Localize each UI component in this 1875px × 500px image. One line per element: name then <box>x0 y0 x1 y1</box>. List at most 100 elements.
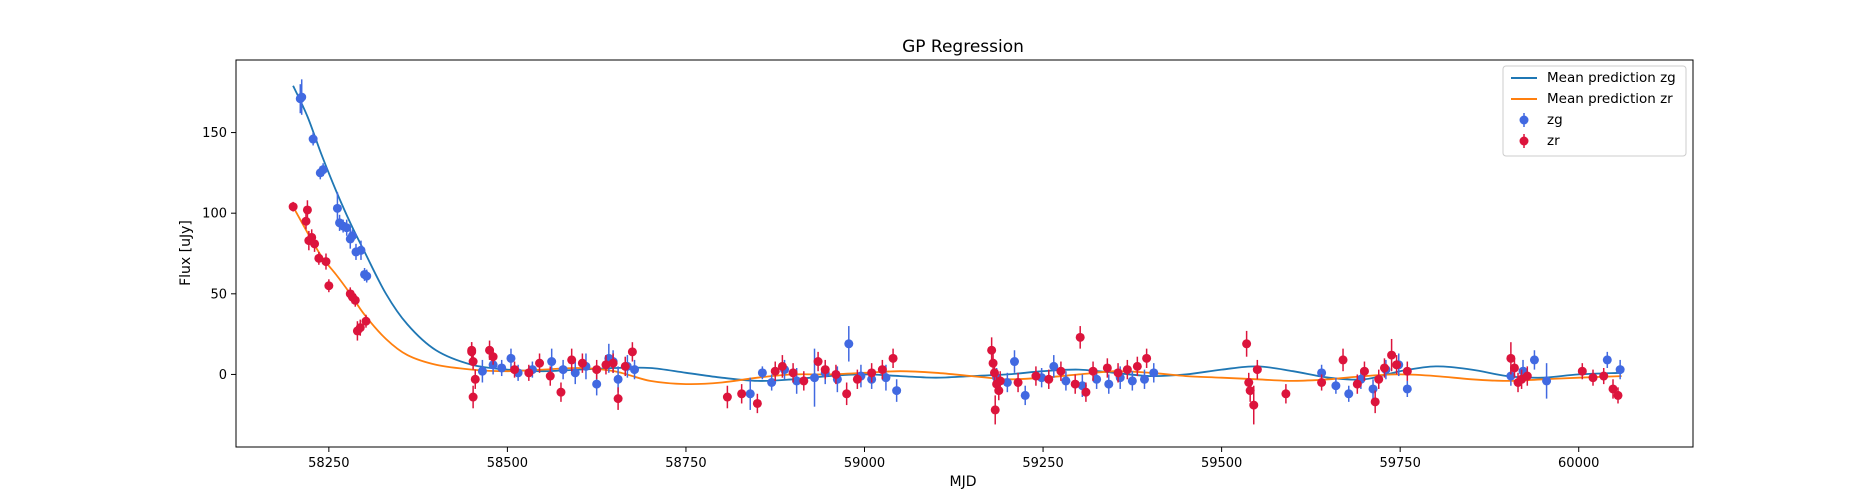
point-zr <box>302 205 312 215</box>
point-zr <box>831 369 841 379</box>
point-zg <box>362 271 372 281</box>
point-zr <box>994 386 1004 396</box>
point-zr <box>1379 363 1389 373</box>
point-zr <box>1509 363 1519 373</box>
x-tick-label: 59500 <box>1201 456 1242 471</box>
y-tick-label: 100 <box>202 207 227 222</box>
point-zg <box>1020 390 1030 400</box>
point-zg <box>1344 389 1354 399</box>
point-zr <box>350 295 360 305</box>
point-zr <box>990 405 1000 415</box>
point-zg <box>558 365 568 375</box>
point-zg <box>297 92 307 102</box>
point-zr <box>1244 378 1254 387</box>
point-zr <box>468 392 478 402</box>
point-zr <box>1249 400 1259 410</box>
x-tick-label: 58500 <box>487 456 528 471</box>
point-zg <box>1049 361 1059 371</box>
point-zr <box>1088 366 1098 376</box>
point-zg <box>892 386 902 396</box>
point-zg <box>613 374 623 384</box>
point-zr <box>1317 378 1327 387</box>
point-zr <box>1599 371 1609 381</box>
legend-label-zg: zg <box>1547 112 1563 128</box>
point-zr <box>1013 378 1023 387</box>
point-zr <box>1338 355 1348 365</box>
prediction-lines <box>292 85 1622 386</box>
line-mean-prediction-zg <box>292 85 1622 382</box>
point-zr <box>468 357 478 367</box>
point-zg <box>810 373 820 383</box>
point-zr <box>510 365 520 375</box>
point-zr <box>1056 366 1066 376</box>
point-zr <box>888 353 898 363</box>
point-zr <box>1506 353 1516 363</box>
point-zr <box>1588 373 1598 383</box>
point-zr <box>545 371 555 381</box>
x-axis-label: MJD <box>950 474 977 490</box>
point-zr <box>813 357 823 367</box>
point-zr <box>627 347 637 357</box>
point-zg <box>497 363 507 373</box>
x-tick-label: 59250 <box>1022 456 1063 471</box>
point-zr <box>1392 360 1402 370</box>
x-tick-label: 58750 <box>665 456 706 471</box>
point-zg <box>1149 368 1159 378</box>
point-zr <box>601 360 611 370</box>
point-zr <box>995 376 1005 386</box>
point-zr <box>577 358 587 368</box>
point-zr <box>788 368 798 378</box>
point-zg <box>547 357 557 367</box>
point-zg <box>308 134 318 144</box>
legend-box <box>1502 65 1687 157</box>
point-zr <box>1142 353 1152 363</box>
y-tick-label: 50 <box>210 287 227 302</box>
point-zg <box>318 165 328 175</box>
point-zr <box>1402 366 1412 376</box>
point-zr <box>1359 366 1369 376</box>
point-zr <box>556 387 566 397</box>
point-zr <box>1070 379 1080 389</box>
point-zr <box>987 345 997 355</box>
point-zg <box>342 223 352 233</box>
point-zg <box>844 339 854 349</box>
point-zr <box>722 392 732 402</box>
y-tick-label: 0 <box>219 368 227 383</box>
point-zg <box>792 376 802 386</box>
point-zg <box>356 245 366 255</box>
point-zg <box>506 353 516 363</box>
point-zg <box>570 368 580 378</box>
point-zg <box>1368 384 1378 394</box>
point-zr <box>1031 371 1041 381</box>
point-zr <box>1374 374 1384 384</box>
point-zr <box>288 202 298 212</box>
point-zr <box>752 398 762 408</box>
point-zg <box>1002 378 1012 387</box>
point-zr <box>852 374 862 384</box>
legend-marker-zr <box>1519 136 1529 146</box>
point-zg <box>767 378 777 387</box>
point-zg <box>1092 374 1102 384</box>
point-zr <box>799 376 809 386</box>
point-zr <box>1075 332 1085 342</box>
legend-label-mean-zr: Mean prediction zr <box>1547 91 1673 107</box>
point-zr <box>567 355 577 365</box>
point-zr <box>1081 387 1091 397</box>
plot-area-frame <box>235 59 1694 448</box>
y-axis: 0 50 100 150 <box>202 126 236 383</box>
point-zg <box>881 373 891 383</box>
point-zr <box>988 358 998 368</box>
point-zr <box>737 389 747 399</box>
legend-label-zr: zr <box>1547 133 1560 149</box>
point-zr <box>1387 350 1397 360</box>
x-axis: 58250 58500 58750 59000 59250 59500 59750 60000 <box>308 447 1599 471</box>
point-zr <box>608 358 618 368</box>
point-zg <box>592 379 602 389</box>
point-zr <box>321 257 331 267</box>
point-zr <box>620 361 630 371</box>
legend-label-mean-zg: Mean prediction zg <box>1547 70 1676 86</box>
point-zr <box>1608 384 1618 394</box>
x-tick-label: 59750 <box>1379 456 1420 471</box>
point-zg <box>1061 376 1071 386</box>
